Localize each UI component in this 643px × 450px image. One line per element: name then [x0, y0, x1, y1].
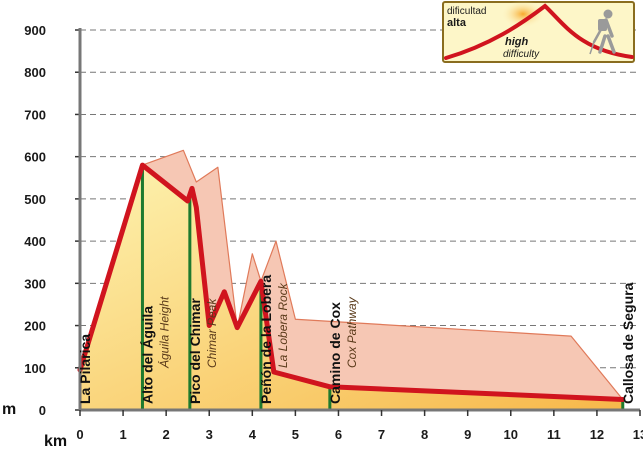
y-tick-label: 800 — [24, 65, 46, 80]
y-tick-label: 0 — [39, 403, 46, 418]
x-tick-label: 4 — [249, 427, 257, 442]
y-unit-label: m — [2, 401, 16, 418]
waypoint-name: Callosa de Segura — [620, 282, 636, 404]
y-tick-label: 900 — [24, 23, 46, 38]
waypoint-name-en: Cox Pathway — [345, 296, 359, 368]
badge-frame — [442, 1, 635, 63]
profile-line — [77, 162, 626, 402]
waypoint-name: Camino de Cox — [327, 302, 343, 404]
x-tick-label: 6 — [335, 427, 342, 442]
x-tick-label: 8 — [421, 427, 428, 442]
waypoint-name-en: Águila Height — [156, 296, 171, 369]
difficulty-badge: dificultad alta high difficulty — [442, 0, 635, 63]
x-tick-label: 2 — [163, 427, 170, 442]
waypoint-name: Pico del Chimar — [187, 298, 203, 404]
sun-glow-icon — [501, 0, 545, 28]
waypoint-name: Alto del Águila — [139, 306, 155, 404]
hiker-icon — [589, 9, 616, 55]
badge-es-line1: dificultad — [447, 6, 486, 17]
y-tick-label: 100 — [24, 361, 46, 376]
x-tick-label: 10 — [504, 427, 518, 442]
x-tick-label: 12 — [590, 427, 604, 442]
x-tick-label: 0 — [76, 427, 83, 442]
x-tick-label: 13 — [633, 427, 643, 442]
y-tick-label: 200 — [24, 319, 46, 334]
waypoint-name-en: La Lobera Rock — [276, 282, 290, 368]
x-tick-label: 3 — [206, 427, 213, 442]
x-tick-label: 1 — [119, 427, 126, 442]
x-tick-label: 9 — [464, 427, 471, 442]
y-tick-label: 300 — [24, 276, 46, 291]
y-tick-label: 500 — [24, 192, 46, 207]
waypoint-name: La Pilarica — [77, 334, 93, 404]
x-tick-label: 7 — [378, 427, 385, 442]
waypoint-name-en: Chimar Peak — [205, 298, 219, 368]
profile-line-group — [77, 162, 626, 402]
y-tick-label: 600 — [24, 150, 46, 165]
difficulty-curve-icon — [444, 3, 634, 60]
y-tick-label: 400 — [24, 234, 46, 249]
badge-en-line1: high — [505, 36, 528, 48]
waypoint-name: Peñón de la Lobera — [258, 275, 274, 404]
x-unit-label: km — [44, 433, 67, 450]
x-tick-label: 5 — [292, 427, 299, 442]
profile-area-fill — [80, 165, 623, 410]
badge-en-line2: difficulty — [503, 49, 540, 60]
waypoint-labels: La Pilarica Alto del Águila Águila Height P… — [77, 275, 636, 404]
profile-area — [80, 165, 623, 410]
x-tick-label: 11 — [547, 427, 561, 442]
badge-es-line2: alta — [447, 17, 467, 29]
y-tick-label: 700 — [24, 107, 46, 122]
